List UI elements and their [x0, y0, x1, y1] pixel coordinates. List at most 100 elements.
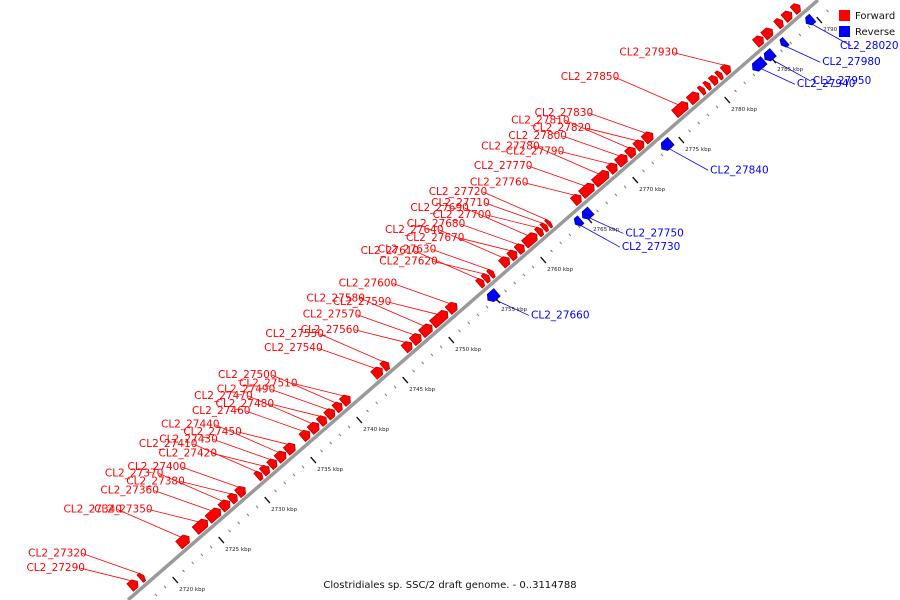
gene-arrow-cl2-27460[interactable]	[298, 429, 311, 443]
minor-tick	[154, 593, 158, 597]
minor-tick	[798, 33, 802, 37]
gene-arrow[interactable]	[760, 27, 774, 41]
gene-arrow-cl2-27720[interactable]	[544, 218, 554, 229]
leader-line	[464, 207, 528, 236]
minor-tick	[283, 481, 287, 485]
gene-arrow-cl2-27590[interactable]	[429, 309, 449, 329]
leader-line	[559, 150, 610, 165]
gene-arrow-cl2-27600[interactable]	[444, 301, 458, 315]
leader-line	[192, 443, 257, 472]
gene-arrow-cl2-27570[interactable]	[408, 333, 422, 347]
gene-arrow-cl2-27730[interactable]	[573, 215, 585, 227]
minor-tick	[338, 433, 342, 437]
gene-arrow-cl2-27940[interactable]	[751, 56, 768, 72]
gene-arrow-cl2-27540[interactable]	[370, 366, 384, 380]
minor-tick	[329, 441, 333, 445]
leader-line	[523, 182, 575, 196]
gene-arrow[interactable]	[780, 10, 793, 23]
gene-label: CL2_27510	[239, 377, 298, 389]
gene-arrow-cl2-27360[interactable]	[204, 507, 222, 524]
gene-arrow-cl2-27440[interactable]	[273, 450, 287, 464]
gene-arrow-cl2-27500[interactable]	[331, 401, 343, 414]
gene-arrow-cl2-27680[interactable]	[513, 243, 525, 255]
gene-arrow-cl2-28020[interactable]	[805, 13, 817, 26]
gene-arrow-cl2-27950[interactable]	[763, 48, 777, 62]
gene-arrow-cl2-27480[interactable]	[315, 415, 328, 427]
gene-arrow-cl2-27700[interactable]	[533, 226, 545, 238]
gene-arrow[interactable]	[714, 70, 724, 81]
gene-arrow-cl2-27810[interactable]	[624, 146, 637, 159]
leader-line	[589, 217, 624, 234]
leader-line	[180, 480, 231, 495]
gene-label: CL2_27350	[94, 503, 153, 515]
gene-label: CL2_27630	[378, 243, 437, 255]
gene-label: CL2_27440	[161, 419, 220, 431]
tick-label: 2720 kbp	[179, 587, 205, 593]
gene-arrow-cl2-27550[interactable]	[379, 360, 391, 372]
gene-arrow-cl2-27660[interactable]	[486, 288, 501, 303]
gene-arrow[interactable]	[789, 3, 801, 15]
gene-label: CL2_27370	[105, 467, 164, 479]
tick-label: 2770 kbp	[639, 187, 665, 193]
gene-arrow-cl2-27620[interactable]	[480, 273, 491, 284]
gene-arrow-cl2-27380[interactable]	[226, 492, 238, 505]
gene-arrow-cl2-27690[interactable]	[521, 232, 538, 249]
minor-tick	[320, 449, 323, 453]
gene-arrow-cl2-27640[interactable]	[498, 256, 511, 269]
gene-arrow-cl2-27770[interactable]	[578, 182, 595, 199]
minor-tick	[568, 233, 572, 237]
minor-tick	[274, 489, 277, 493]
gene-arrow-cl2-27420[interactable]	[258, 464, 271, 477]
gene-arrow-cl2-27410[interactable]	[253, 470, 264, 482]
leader-line	[319, 333, 383, 362]
gene-arrow-cl2-27800[interactable]	[613, 153, 628, 168]
gene-label: CL2_27980	[822, 56, 881, 68]
gene-label: CL2_27600	[339, 277, 398, 289]
gene-arrow-cl2-27980[interactable]	[779, 36, 790, 48]
gene-label: CL2_27540	[264, 342, 323, 354]
gene-arrow-cl2-27290[interactable]	[126, 579, 139, 592]
tick-label: 2740 kbp	[363, 427, 389, 433]
gene-arrow-cl2-27340[interactable]	[175, 534, 190, 550]
gene-arrow-cl2-27760[interactable]	[569, 193, 582, 207]
leader-line	[158, 473, 223, 502]
gene-arrow[interactable]	[773, 18, 784, 30]
gene-arrow-cl2-27430[interactable]	[266, 458, 278, 471]
gene-arrow-cl2-27710[interactable]	[539, 222, 550, 233]
gene-arrow-cl2-27630[interactable]	[486, 268, 496, 279]
gene-arrow-cl2-27400[interactable]	[234, 485, 246, 499]
gene-arrow-cl2-27510[interactable]	[338, 394, 351, 407]
gene-arrow-cl2-27820[interactable]	[632, 139, 645, 152]
gene-arrow-cl2-27840[interactable]	[660, 136, 675, 151]
gene-arrow-cl2-27790[interactable]	[605, 162, 618, 175]
gene-arrow-cl2-27470[interactable]	[306, 421, 320, 435]
minor-tick	[826, 9, 829, 13]
gene-arrow-cl2-27320[interactable]	[136, 572, 147, 583]
gene-arrow-cl2-27490[interactable]	[323, 408, 336, 421]
minor-tick	[301, 465, 305, 469]
gene-arrow-cl2-27670[interactable]	[506, 249, 518, 262]
gene-arrow-cl2-27610[interactable]	[475, 277, 486, 289]
leader-line	[786, 46, 821, 63]
gene-arrow[interactable]	[685, 91, 700, 106]
gene-arrow-cl2-27750[interactable]	[581, 206, 595, 220]
gene-arrow[interactable]	[696, 85, 707, 96]
gene-arrow-cl2-27350[interactable]	[191, 518, 209, 535]
leader-line	[588, 112, 646, 134]
gene-arrow[interactable]	[707, 74, 719, 87]
leader-line	[459, 237, 511, 251]
gene-arrow-cl2-27450[interactable]	[282, 442, 296, 456]
minor-tick	[292, 473, 296, 477]
gene-arrow-cl2-27560[interactable]	[400, 341, 413, 354]
gene-arrow[interactable]	[751, 35, 764, 48]
gene-arrow-cl2-27830[interactable]	[640, 131, 654, 145]
gene-arrow-cl2-27780[interactable]	[590, 169, 610, 188]
gene-label: CL2_27340	[63, 503, 122, 515]
gene-arrow-cl2-27930[interactable]	[719, 64, 732, 76]
gene-arrow-cl2-27370[interactable]	[217, 499, 231, 513]
gene-arrow-cl2-27580[interactable]	[418, 323, 433, 339]
gene-arrow-cl2-27850[interactable]	[671, 101, 689, 119]
leader-line	[482, 191, 547, 220]
gene-arrow[interactable]	[702, 80, 712, 91]
